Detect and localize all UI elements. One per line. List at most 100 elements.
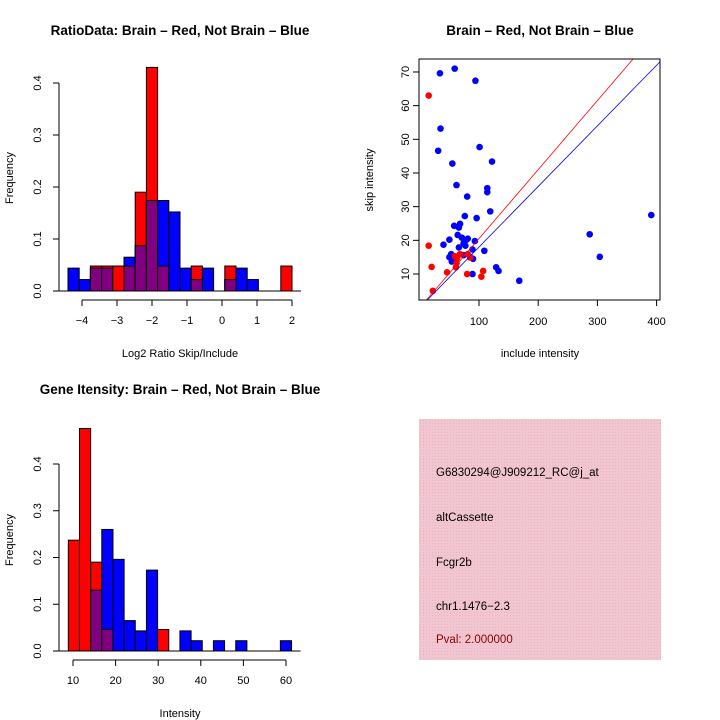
- scatter-point-blue: [462, 242, 469, 250]
- scatter-point-blue: [495, 267, 502, 275]
- scatter-point-blue: [451, 65, 459, 72]
- scatter-point-blue: [446, 236, 453, 243]
- scatter-point-blue: [440, 241, 447, 249]
- ratio-bar-blue: [168, 211, 181, 292]
- ratio-x-tick-label: −1: [181, 315, 194, 327]
- scatter-point-blue: [596, 253, 604, 261]
- scatter-y-tick-label: 20: [400, 234, 412, 246]
- scatter-point-blue: [449, 160, 456, 167]
- ratio-x-tick-label: 1: [254, 315, 260, 327]
- scatter-point-red: [425, 242, 432, 250]
- ratio-bar-blue: [67, 267, 80, 292]
- scatter-point-blue: [434, 147, 442, 155]
- scatter-point-blue: [486, 208, 494, 215]
- intensity-y-tick-label: 0.4: [32, 456, 44, 471]
- intensity-bar-red: [67, 539, 80, 652]
- ratio-bar-overlap: [190, 279, 203, 292]
- scatter-point-blue: [481, 247, 488, 255]
- intensity-hist-title: Gene Itensity: Brain – Red, Not Brain – …: [40, 382, 321, 397]
- ratio-y-tick-label: 0.4: [32, 75, 44, 90]
- ratio-bar-overlap: [224, 279, 237, 292]
- scatter-point-blue: [473, 214, 480, 222]
- intensity-x-tick-label: 60: [280, 675, 292, 687]
- ratio-bar-blue: [246, 279, 259, 292]
- intensity-bar-blue: [279, 640, 293, 652]
- ratio-hist-xlabel: Log2 Ratio Skip/Include: [122, 348, 238, 360]
- intensity-y-tick-label: 0.3: [32, 503, 44, 518]
- scatter-plot: 100 200 300 400 10 20 30 40 50 60 70: [400, 58, 666, 328]
- info-probe-id: G6830294@J909212_RC@j_at: [436, 467, 600, 479]
- scatter-y-tick-label: 50: [400, 133, 412, 145]
- scatter-point-red: [478, 273, 485, 280]
- intensity-x-tick-label: 40: [195, 675, 207, 687]
- ratio-bar-overlap: [89, 267, 103, 292]
- scatter-y-tick-label: 70: [400, 66, 412, 78]
- scatter-frame: [418, 58, 661, 301]
- ratio-bar-blue: [201, 267, 215, 292]
- intensity-bar-blue: [123, 620, 136, 652]
- ratio-bar-red: [280, 265, 293, 292]
- scatter-point-blue: [437, 125, 444, 132]
- scatter-point-red: [466, 254, 474, 261]
- intensity-bar-blue: [145, 569, 159, 652]
- intensity-bar-red: [157, 628, 170, 652]
- ratio-bar-overlap: [123, 265, 136, 292]
- scatter-point-blue: [464, 235, 472, 242]
- scatter-y-tick-label: 30: [400, 201, 412, 213]
- scatter-point-red: [428, 263, 435, 271]
- scatter-fit-line-red: [425, 59, 634, 300]
- ratio-hist-ylabel: Frequency: [4, 152, 16, 204]
- scatter-point-blue: [476, 143, 483, 151]
- ratio-x-tick-label: 2: [289, 315, 295, 327]
- intensity-bar-blue: [112, 558, 125, 652]
- intensity-y-tick-label: 0.1: [32, 597, 44, 612]
- scatter-point-blue: [586, 230, 594, 238]
- info-location: chr1.1476−2.3: [436, 601, 510, 613]
- scatter-y-tick-label: 60: [400, 100, 412, 112]
- scatter-point-red: [451, 252, 459, 260]
- scatter-x-tick-label: 400: [647, 316, 665, 328]
- scatter-xlabel: include intensity: [501, 348, 580, 360]
- ratio-y-tick-label: 0.0: [32, 283, 44, 298]
- scatter-point-blue: [463, 193, 471, 200]
- intensity-bar-blue: [190, 640, 203, 652]
- scatter-point-blue: [515, 277, 523, 285]
- ratio-bar-blue: [235, 267, 248, 292]
- scatter-point-blue: [472, 77, 479, 85]
- scatter-y-tick-label: 10: [400, 268, 412, 280]
- ratio-bar-overlap: [101, 267, 114, 292]
- scatter-y-tick-label: 40: [400, 167, 412, 179]
- intensity-hist-ylabel: Frequency: [4, 514, 16, 566]
- scatter-title: Brain – Red, Not Brain – Blue: [446, 23, 634, 38]
- scatter-point-blue: [453, 181, 460, 189]
- ratio-bar-overlap: [134, 245, 147, 292]
- scatter-point-red: [425, 92, 432, 99]
- scatter-fit-line-blue: [426, 61, 660, 300]
- scatter-point-red: [456, 250, 464, 258]
- scatter-point-red: [479, 267, 487, 275]
- ratio-hist-title: RatioData: Brain – Red, Not Brain – Blue: [51, 23, 310, 38]
- intensity-bar-blue: [212, 640, 226, 652]
- intensity-hist-xlabel: Intensity: [160, 708, 201, 720]
- ratio-x-tick-label: 0: [219, 315, 225, 327]
- intensity-bar-red: [78, 427, 92, 652]
- intensity-bar-blue: [235, 640, 248, 652]
- intensity-bar-blue: [134, 630, 147, 652]
- scatter-point-blue: [455, 244, 463, 251]
- intensity-x-tick-label: 30: [152, 675, 164, 687]
- ratio-bar-red: [112, 265, 125, 292]
- ratio-bar-blue: [78, 279, 91, 292]
- intensity-bar-blue: [179, 630, 192, 652]
- intensity-x-tick-label: 20: [109, 675, 121, 687]
- ratio-x-tick-label: −3: [111, 315, 124, 327]
- scatter-point-blue: [461, 212, 469, 220]
- ratio-y-tick-label: 0.1: [32, 231, 44, 246]
- scatter-point-blue: [488, 158, 496, 165]
- info-gene: Fcgr2b: [436, 557, 472, 569]
- scatter-x-tick-label: 300: [588, 316, 606, 328]
- intensity-histogram: 0.0 0.1 0.2 0.3 0.4 10 20 30 40 50 60: [32, 427, 301, 687]
- scatter-point-blue: [647, 211, 655, 219]
- scatter-point-blue: [469, 270, 476, 278]
